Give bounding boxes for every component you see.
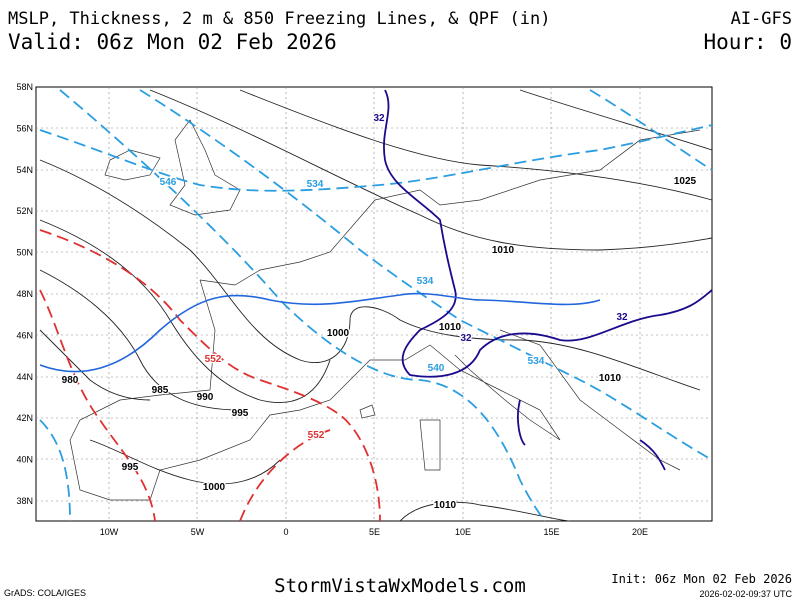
freezing-lines <box>39 89 713 471</box>
grads-credit: GrADS: COLA/IGES <box>4 588 86 598</box>
latitude-label: 52N <box>16 206 33 216</box>
latitude-label: 38N <box>16 496 33 506</box>
longitude-label: 5W <box>191 527 205 537</box>
contour-label: 1010 <box>434 500 457 511</box>
contour-label: 540 <box>428 363 445 374</box>
contour-label: 534 <box>417 276 434 287</box>
latitude-label: 40N <box>16 455 33 465</box>
longitude-labels: 10W 5W 0 5E 10E 15E 20E <box>100 527 648 537</box>
latitude-label: 46N <box>16 330 33 340</box>
contour-label: 32 <box>373 113 385 124</box>
contour-label: 546 <box>160 177 177 188</box>
model: AI-GFS <box>731 9 792 29</box>
contour-label: 534 <box>528 356 545 367</box>
title: MSLP, Thickness, 2 m & 850 Freezing Line… <box>8 9 550 29</box>
isobars <box>39 89 713 522</box>
contour-label: 995 <box>122 462 139 473</box>
contour-label: 1010 <box>492 245 515 256</box>
contour-label: 1010 <box>439 322 462 333</box>
contour-label: 1025 <box>674 176 697 187</box>
contour-label: 552 <box>205 354 222 365</box>
contour-label: 985 <box>152 385 169 396</box>
thickness-lines <box>39 89 713 522</box>
contour-label: 1000 <box>203 482 226 493</box>
contour-label: 534 <box>307 179 324 190</box>
contour-label: 1000 <box>327 328 350 339</box>
valid-time: Valid: 06z Mon 02 Feb 2026 <box>8 30 337 54</box>
site-name: StormVistaWxModels.com <box>274 575 526 597</box>
longitude-label: 5E <box>369 527 380 537</box>
timestamp: 2026-02-02-09:37 UTC <box>699 589 792 599</box>
latitude-label: 42N <box>16 413 33 423</box>
init-time: Init: 06z Mon 02 Feb 2026 <box>611 572 792 586</box>
latitude-labels: 58N 56N 54N 52N 50N 48N 46N 44N 42N 40N 38N <box>16 82 33 506</box>
latitude-label: 56N <box>16 123 33 133</box>
contour-label: 990 <box>197 392 214 403</box>
contour-label: 32 <box>460 333 472 344</box>
contour-label: 552 <box>308 430 325 441</box>
contour-label: 1010 <box>599 373 622 384</box>
coastlines <box>69 119 701 501</box>
longitude-label: 20E <box>632 527 648 537</box>
latitude-label: 48N <box>16 289 33 299</box>
longitude-label: 10W <box>100 527 119 537</box>
forecast-hour: Hour: 0 <box>703 30 792 54</box>
552-thickness <box>39 229 381 522</box>
contour-label: 32 <box>616 312 628 323</box>
contour-label: 980 <box>62 375 79 386</box>
longitude-label: 0 <box>283 527 288 537</box>
latitude-label: 44N <box>16 372 33 382</box>
contour-label: 995 <box>232 408 249 419</box>
longitude-label: 10E <box>455 527 471 537</box>
latitude-label: 50N <box>16 248 33 258</box>
latitude-label: 54N <box>16 165 33 175</box>
latitude-label: 58N <box>16 82 33 92</box>
longitude-label: 15E <box>543 527 559 537</box>
map: 58N 56N 54N 52N 50N 48N 46N 44N 42N 40N 38N 10W 5W 0… <box>16 82 713 537</box>
